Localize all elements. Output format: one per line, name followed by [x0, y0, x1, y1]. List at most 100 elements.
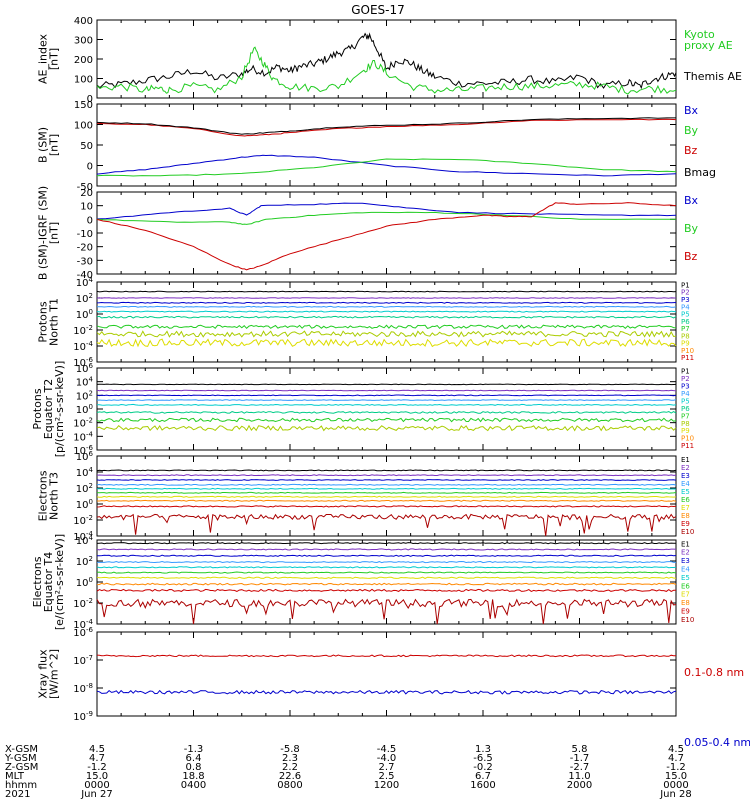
y-tick-label: 200	[74, 55, 93, 66]
x-axis-value: 22.6	[279, 771, 301, 782]
series-line-e9	[96, 588, 677, 592]
legend-label: P9	[681, 427, 690, 435]
y-tick-label: 102	[76, 555, 93, 568]
y-tick-label: 10	[80, 202, 93, 213]
legend-label: E1	[681, 456, 690, 464]
y-axis-label: AE_index[nT]	[37, 33, 61, 84]
series-line-e8	[96, 582, 677, 586]
series-line-e3	[97, 554, 677, 557]
y-tick-label: 400	[74, 16, 93, 27]
legend-label: Bx	[684, 194, 699, 207]
y-axis-label: ElectronsNorth T3	[37, 470, 61, 521]
y-axis-label: ProtonsEquator T2[p/(cm²-s-sr-keV)]	[31, 361, 66, 458]
x-axis-value: 11.0	[568, 771, 590, 782]
series-line-bx	[96, 154, 677, 177]
legend-label: P6	[681, 405, 690, 413]
legend-label: E5	[681, 574, 690, 582]
x-axis-value: -1.2	[666, 762, 686, 773]
y-axis-label: ElectronsEquator T4[e/(cm²-s-sr-keV)]	[31, 534, 66, 630]
y-tick-label: 150	[74, 100, 93, 111]
x-axis-value: 0800	[277, 780, 302, 791]
legend-label: E2	[681, 549, 690, 557]
series-line-by	[96, 158, 677, 177]
y-tick-label: 102	[76, 292, 93, 305]
panel-pequator	[96, 367, 677, 451]
panel-frame	[96, 455, 677, 537]
series-line-0-1-0-8-nm	[96, 654, 677, 658]
legend-label: P10	[681, 435, 694, 443]
x-axis-value: 2000	[567, 780, 592, 791]
series-line-bz	[96, 202, 677, 271]
y-tick-label: 100	[76, 498, 93, 511]
legend-label: Themis AE	[683, 70, 742, 83]
series-line-p7	[96, 417, 677, 423]
series-line-p1	[96, 383, 677, 386]
x-axis-row-label: Z-GSM	[5, 762, 38, 773]
legend-label: P1	[681, 281, 690, 289]
y-tick-label: 10-2	[73, 417, 93, 430]
series-line-e6	[96, 571, 677, 574]
legend-label: P9	[681, 340, 690, 348]
legend-label: P7	[681, 325, 690, 333]
x-axis-value: 2.2	[282, 762, 298, 773]
y-tick-label: 10-2	[73, 324, 93, 337]
x-axis-value: 2.7	[379, 762, 395, 773]
series-line-p4	[97, 305, 677, 308]
y-tick-label: 104	[76, 276, 94, 289]
x-axis-value: 18.8	[182, 771, 204, 782]
chart-title: GOES-17	[351, 3, 405, 17]
legend-label: P6	[681, 318, 690, 326]
y-tick-label: 300	[74, 36, 93, 47]
legend-label: P3	[681, 296, 690, 304]
series-line-p6	[96, 315, 677, 319]
y-tick-label: -20	[77, 243, 93, 254]
y-tick-label: 104	[76, 534, 94, 547]
x-axis-value: 15.0	[665, 771, 687, 782]
x-axis-value: 4.7	[89, 753, 105, 764]
legend-label: E5	[681, 488, 690, 496]
series-line-themis-ae	[96, 32, 677, 90]
x-axis-value: 1200	[374, 780, 399, 791]
panel-frame	[96, 281, 677, 363]
y-tick-label: 10-2	[73, 597, 93, 610]
y-tick-label: 100	[76, 308, 93, 321]
x-axis-value: Jun 28	[659, 789, 692, 800]
series-line-e4	[96, 560, 677, 564]
y-axis-label: Xray flux[W/m^2]	[37, 649, 61, 699]
x-axis-value: -5.8	[280, 744, 300, 755]
legend-label: E7	[681, 504, 690, 512]
series-line-bx	[96, 202, 677, 220]
panel-frame	[96, 631, 677, 717]
series-line-p8	[96, 424, 677, 432]
legend-label: E4	[681, 480, 690, 488]
legend-label: E3	[681, 557, 690, 565]
series-line-p6	[96, 411, 677, 414]
panel-enorth	[96, 455, 677, 537]
series-line-e4	[96, 483, 677, 486]
y-axis-label: ProtonsNorth T1	[37, 298, 61, 346]
y-tick-label: 102	[76, 482, 93, 495]
y-tick-label: -10	[77, 229, 93, 240]
series-line-p9	[96, 338, 677, 348]
series-line-by	[96, 211, 676, 225]
series-line-e10	[96, 598, 677, 625]
y-tick-label: 0	[87, 94, 93, 105]
legend-label: P1	[681, 368, 690, 376]
legend-label: 0.1-0.8 nm	[684, 666, 744, 679]
x-axis-value: 4.5	[89, 744, 105, 755]
series-line-p2	[96, 389, 677, 392]
series-line-e1	[96, 542, 676, 545]
series-line-0-05-0-4-nm	[96, 689, 677, 695]
legend-label: E3	[681, 472, 690, 480]
series-line-e6	[96, 491, 677, 494]
series-line-p5	[96, 310, 677, 313]
legend-label: E7	[681, 591, 690, 599]
x-axis-value: 4.7	[668, 753, 684, 764]
legend-label: Bz	[684, 144, 698, 157]
y-tick-label: 50	[80, 141, 93, 152]
x-axis-value: 0400	[181, 780, 206, 791]
x-axis-value: -1.7	[570, 753, 590, 764]
series-line-e1	[96, 469, 677, 472]
y-tick-label: -40	[77, 270, 93, 281]
